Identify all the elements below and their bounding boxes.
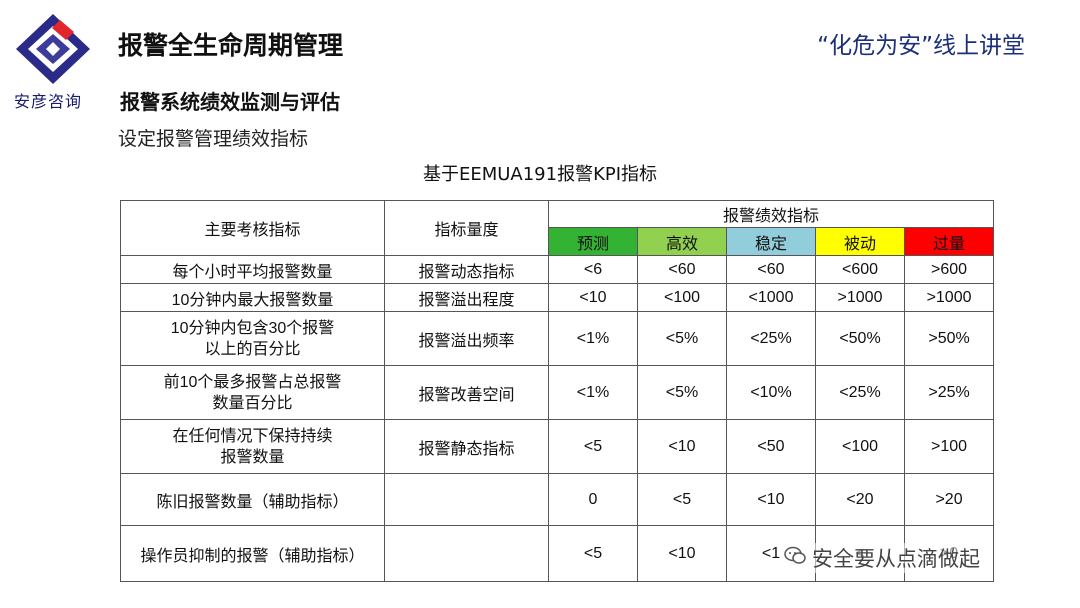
value-cell: <1% <box>548 311 638 366</box>
indicator-cell: 前10个最多报警占总报警 数量百分比 <box>120 365 385 420</box>
level-reactive: 被动 <box>815 227 905 256</box>
table-caption: 基于EEMUA191报警KPI指标 <box>422 164 658 185</box>
value-cell: <10% <box>726 365 816 420</box>
value-cell: >100 <box>903 419 995 474</box>
value-cell: <25% <box>726 311 816 366</box>
measure-cell: 报警溢出程度 <box>384 283 549 312</box>
watermark-text: 安全要从点滴做起 <box>812 543 980 573</box>
value-cell: <10 <box>548 283 638 312</box>
indicator-cell: 在任何情况下保持持续 报警数量 <box>120 419 385 474</box>
value-cell: >20 <box>903 473 995 526</box>
value-cell: >50% <box>903 311 995 366</box>
value-cell: <25% <box>815 365 905 420</box>
level-stable: 稳定 <box>726 227 816 256</box>
section-subheading: 设定报警管理绩效指标 <box>118 128 309 150</box>
value-cell: <5 <box>637 473 727 526</box>
table-row: 前10个最多报警占总报警 数量百分比 报警改善空间 <1% <5% <10% <… <box>120 365 995 420</box>
level-efficient: 高效 <box>637 227 727 256</box>
table-row: 10分钟内最大报警数量 报警溢出程度 <10 <100 <1000 >1000 … <box>120 283 995 312</box>
section-subtitle: 报警系统绩效监测与评估 <box>120 90 340 114</box>
table-row: 在任何情况下保持持续 报警数量 报警静态指标 <5 <10 <50 <100 >… <box>120 419 995 474</box>
value-cell: <5% <box>637 365 727 420</box>
value-cell: >1000 <box>815 283 905 312</box>
value-cell: <60 <box>637 255 727 284</box>
value-cell: <1% <box>548 365 638 420</box>
indicator-cell: 10分钟内包含30个报警 以上的百分比 <box>120 311 385 366</box>
value-cell: <10 <box>637 525 727 582</box>
value-cell: <5% <box>637 311 727 366</box>
anyan-logo-icon <box>16 14 90 84</box>
measure-cell: 报警溢出频率 <box>384 311 549 366</box>
indicator-cell: 10分钟内最大报警数量 <box>120 283 385 312</box>
value-cell: <60 <box>726 255 816 284</box>
table-row: 陈旧报警数量（辅助指标） 0 <5 <10 <20 >20 <box>120 473 995 526</box>
measure-cell <box>384 525 549 582</box>
value-cell: <6 <box>548 255 638 284</box>
header-performance-group: 报警绩效指标 <box>547 200 995 228</box>
indicator-cell: 操作员抑制的报警（辅助指标） <box>120 525 385 582</box>
measure-cell: 报警动态指标 <box>384 255 549 284</box>
value-cell: <1000 <box>726 283 816 312</box>
value-cell: <10 <box>726 473 816 526</box>
value-cell: <20 <box>815 473 905 526</box>
value-cell: <100 <box>637 283 727 312</box>
header-measure: 指标量度 <box>384 200 549 256</box>
value-cell: >25% <box>903 365 995 420</box>
kpi-table: 主要考核指标 指标量度 报警绩效指标 预测 高效 稳定 被动 过量 每个小时平均… <box>120 200 995 582</box>
page-title: 报警全生命周期管理 <box>118 31 344 60</box>
measure-cell <box>384 473 549 526</box>
value-cell: >600 <box>903 255 995 284</box>
logo-caption: 安彦咨询 <box>14 92 83 111</box>
value-cell: <10 <box>637 419 727 474</box>
header-indicator: 主要考核指标 <box>120 200 385 256</box>
table-row: 每个小时平均报警数量 报警动态指标 <6 <60 <60 <600 >600 <box>120 255 995 284</box>
measure-cell: 报警改善空间 <box>384 365 549 420</box>
table-row: 10分钟内包含30个报警 以上的百分比 报警溢出频率 <1% <5% <25% … <box>120 311 995 366</box>
value-cell: <5 <box>548 525 638 582</box>
level-overloaded: 过量 <box>903 227 995 256</box>
value-cell: <50 <box>726 419 816 474</box>
value-cell: 0 <box>548 473 638 526</box>
wechat-icon <box>784 546 806 564</box>
indicator-cell: 陈旧报警数量（辅助指标） <box>120 473 385 526</box>
lecture-series-title: “化危为安”线上讲堂 <box>817 33 1025 59</box>
value-cell: >1000 <box>903 283 995 312</box>
level-predictive: 预测 <box>548 227 638 256</box>
value-cell: <50% <box>815 311 905 366</box>
value-cell: <5 <box>548 419 638 474</box>
value-cell: <600 <box>815 255 905 284</box>
indicator-cell: 每个小时平均报警数量 <box>120 255 385 284</box>
measure-cell: 报警静态指标 <box>384 419 549 474</box>
value-cell: <100 <box>815 419 905 474</box>
